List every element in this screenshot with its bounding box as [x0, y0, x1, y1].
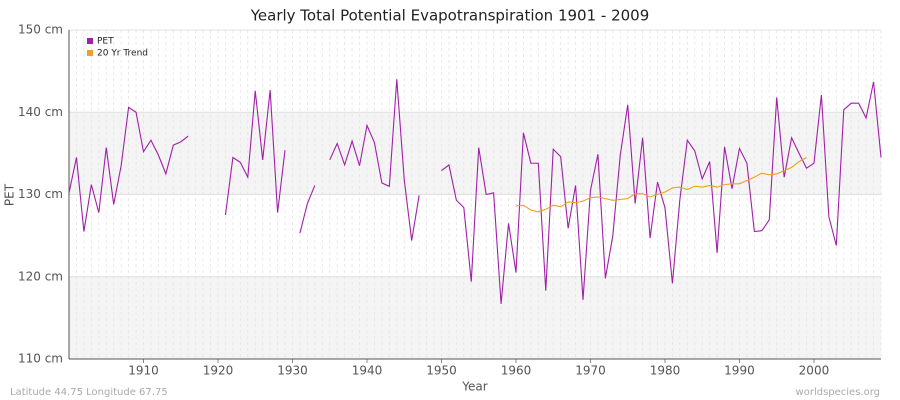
x-tick-label: 1940 — [352, 364, 383, 378]
grid-band — [69, 276, 881, 359]
y-tick-label: 130 cm — [18, 187, 63, 201]
y-tick-label: 120 cm — [18, 269, 63, 283]
y-axis-label: PET — [3, 183, 17, 206]
y-tick-label: 150 cm — [18, 23, 63, 37]
x-tick-label: 1960 — [501, 364, 532, 378]
x-tick-label: 1990 — [724, 364, 755, 378]
x-tick-label: 1950 — [426, 364, 457, 378]
x-tick-label: 1980 — [650, 364, 681, 378]
y-tick-label: 140 cm — [18, 105, 63, 119]
legend-label: PET — [97, 37, 114, 47]
x-tick-label: 1930 — [277, 364, 308, 378]
series-line — [515, 157, 807, 213]
x-tick-label: 1920 — [203, 364, 234, 378]
series-line — [68, 79, 882, 304]
y-tick-label: 110 cm — [18, 352, 63, 366]
footer-left: Latitude 44.75 Longitude 67.75 — [10, 387, 168, 398]
legend-swatch — [87, 38, 93, 44]
x-tick-label: 1970 — [575, 364, 606, 378]
legend-label: 20 Yr Trend — [97, 49, 148, 59]
chart-title: Yearly Total Potential Evapotranspiratio… — [250, 7, 650, 25]
footer-right: worldspecies.org — [796, 387, 880, 398]
x-axis-label: Year — [461, 380, 487, 394]
grid-band — [69, 112, 881, 195]
x-tick-label: 1910 — [128, 364, 159, 378]
x-tick-label: 2000 — [799, 364, 830, 378]
legend-swatch — [87, 50, 93, 56]
